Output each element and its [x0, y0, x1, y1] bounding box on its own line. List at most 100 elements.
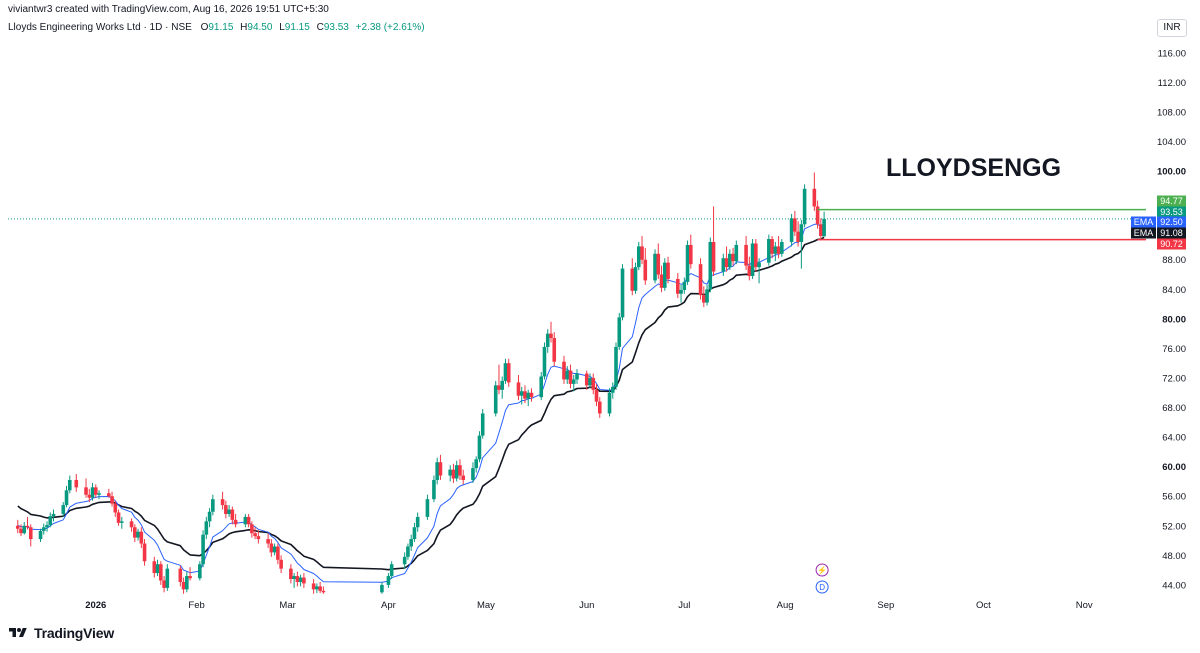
candle	[25, 516, 30, 530]
y-tick-label: 60.00	[1162, 462, 1186, 473]
candle	[689, 234, 693, 269]
candle	[636, 241, 641, 271]
candle	[523, 385, 527, 404]
candle-body	[250, 524, 254, 534]
candle-body	[233, 519, 238, 525]
y-tick-label: 56.00	[1162, 492, 1186, 503]
x-tick-label: 2026	[85, 600, 106, 611]
candle-body	[142, 543, 147, 562]
candle	[529, 388, 534, 402]
candle-body	[110, 496, 114, 504]
candle-body	[295, 576, 300, 582]
candle-body	[477, 435, 482, 460]
candle-body	[155, 564, 160, 574]
candle	[747, 256, 752, 281]
candle	[506, 358, 511, 387]
candle-body	[728, 253, 732, 268]
candle-body	[480, 413, 485, 436]
candle-body	[272, 546, 277, 553]
candle	[607, 388, 612, 417]
candle-body	[276, 546, 280, 560]
candle-body	[552, 338, 557, 362]
candle	[474, 456, 479, 473]
candle-body	[780, 241, 784, 254]
candle-body	[188, 576, 192, 579]
candle-body	[28, 527, 33, 540]
candle	[588, 373, 592, 389]
candle	[516, 375, 521, 401]
chart-caption: viviantwr3 created with TradingView.com,…	[8, 4, 329, 15]
tradingview-brand[interactable]: TradingView	[8, 625, 114, 641]
candle-body	[588, 377, 592, 386]
candle-body	[617, 317, 622, 347]
candle	[731, 247, 735, 266]
candle	[711, 206, 716, 276]
candle	[93, 484, 98, 498]
candle-body	[116, 512, 121, 523]
candle	[750, 239, 755, 279]
candle-body	[789, 218, 794, 242]
candle-body	[152, 561, 157, 574]
candle	[110, 491, 114, 507]
candle-body	[770, 239, 774, 254]
candle-body	[653, 253, 657, 281]
candle	[185, 571, 189, 593]
candle-body	[227, 509, 231, 514]
candle-body	[802, 188, 807, 225]
candle-body	[633, 267, 638, 291]
candle	[549, 321, 553, 343]
low-label: L	[279, 22, 285, 33]
candle-body	[425, 499, 430, 517]
candle	[591, 373, 596, 395]
candle	[640, 236, 644, 265]
candle-body	[41, 527, 46, 531]
ema-fast-line	[17, 223, 825, 583]
candle-body	[106, 493, 111, 497]
candle	[545, 329, 550, 353]
candle	[266, 533, 270, 548]
candle-body	[565, 370, 570, 380]
x-tick-label: Sep	[877, 600, 894, 611]
candle-body	[620, 268, 625, 318]
candle	[542, 342, 547, 380]
candle	[84, 478, 88, 498]
candle-body	[747, 265, 752, 276]
candle	[321, 586, 326, 594]
candle	[211, 494, 215, 516]
candle-body	[243, 516, 248, 525]
candle-body	[90, 487, 95, 498]
event-icon-glyph: D	[819, 583, 825, 592]
price-badge-value: 93.53	[1160, 207, 1183, 217]
candle	[113, 500, 118, 517]
candle-body	[204, 521, 209, 535]
y-tick-label: 116.00	[1158, 48, 1186, 59]
candle	[461, 469, 465, 485]
candle	[500, 376, 505, 399]
currency-button[interactable]: INR	[1157, 19, 1187, 37]
candle	[802, 184, 807, 228]
candle	[224, 500, 228, 519]
y-tick-label: 112.00	[1158, 78, 1186, 89]
candle	[295, 571, 300, 587]
candle	[380, 581, 384, 594]
candle	[165, 564, 170, 591]
candle	[181, 577, 186, 594]
y-tick-label: 88.00	[1162, 255, 1186, 266]
dividend-event-icon[interactable]: ⚡	[815, 563, 829, 577]
candle	[685, 240, 690, 285]
y-tick-label: 100.00	[1157, 167, 1186, 178]
candle-body	[724, 258, 729, 268]
candle	[269, 539, 274, 557]
candle-body	[545, 333, 550, 347]
earnings-event-icon[interactable]: D	[815, 580, 829, 594]
candle	[201, 530, 205, 568]
candle	[220, 491, 225, 510]
candle-body	[568, 370, 573, 384]
candle-body	[562, 361, 566, 380]
candle	[28, 524, 33, 547]
candle	[256, 530, 261, 544]
candle	[386, 573, 391, 588]
candle-body	[45, 525, 49, 528]
y-tick-label: 52.00	[1162, 521, 1186, 532]
